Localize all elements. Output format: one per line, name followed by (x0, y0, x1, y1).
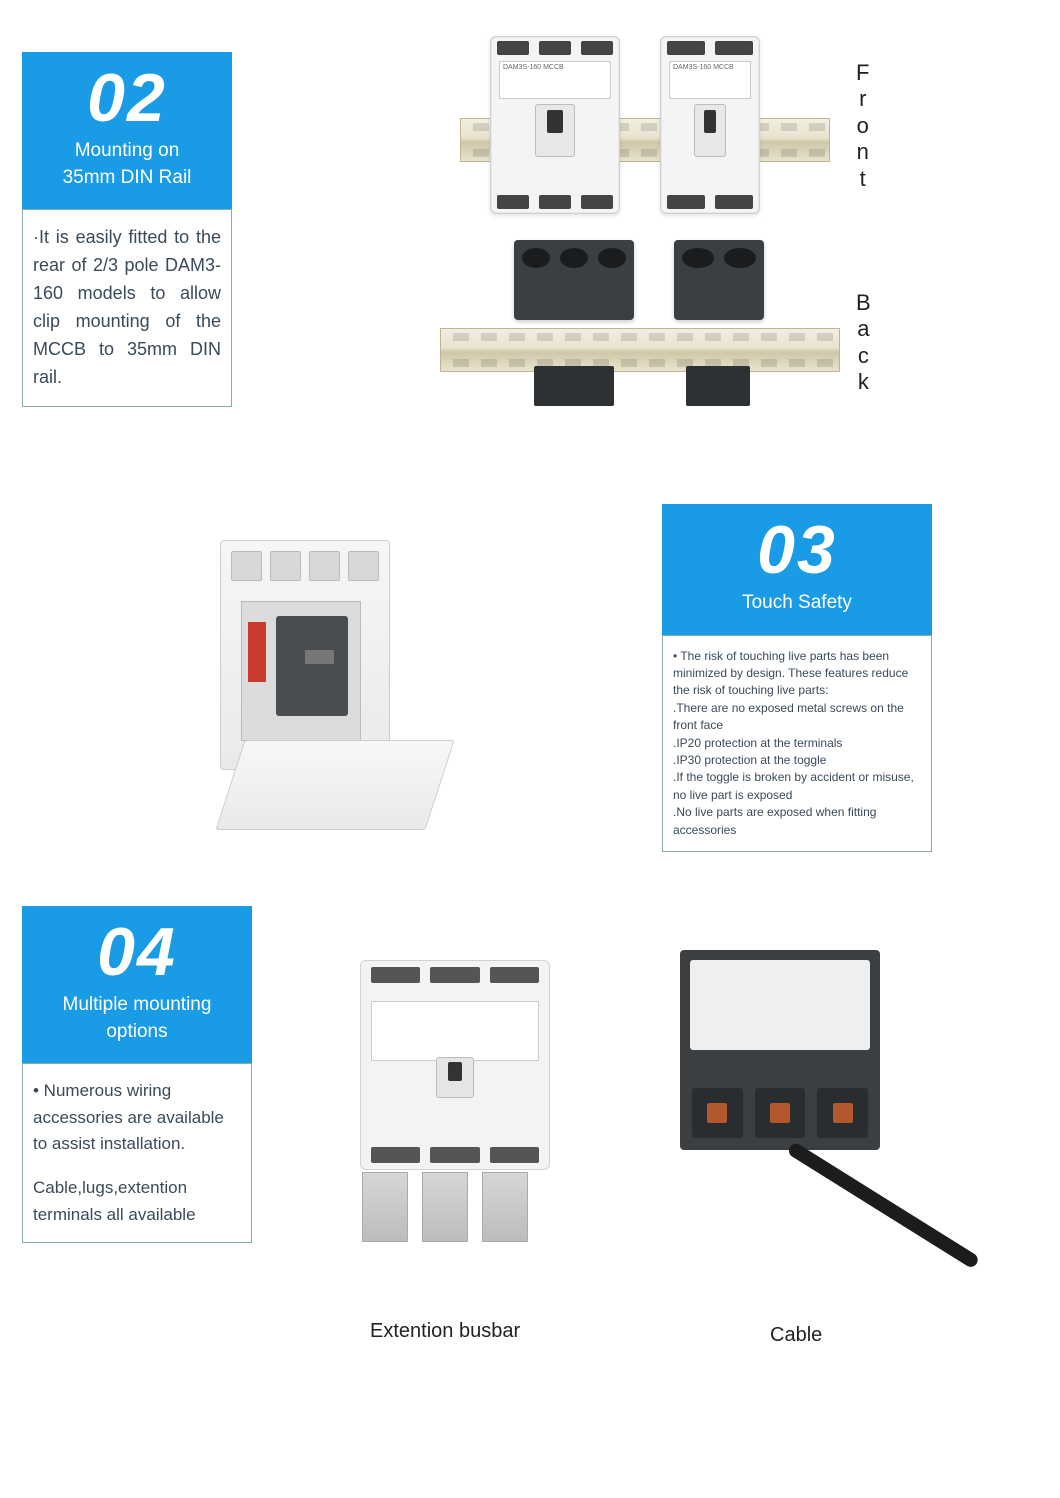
section-04-header: 04 Multiple mounting options (22, 906, 252, 1063)
caption-cable: Cable (770, 1324, 822, 1347)
caption-ext-busbar: Extention busbar (370, 1320, 520, 1343)
section-04-textcol: 04 Multiple mounting options • Numerous … (22, 906, 252, 1243)
mccb-2pole-front: DAM3S-160 MCCB (660, 36, 760, 214)
din-rail-back (440, 328, 840, 372)
section-02-figure: DAM3S-160 MCCB DAM3S-160 MCCB (460, 30, 860, 430)
section-03-figure (190, 540, 470, 840)
mccb-3pole-front: DAM3S-160 MCCB (490, 36, 620, 214)
section-03-number: 03 (672, 516, 922, 584)
section-03-textcol: 03 Touch Safety • The risk of touching l… (662, 504, 932, 852)
section-02-number: 02 (32, 64, 222, 132)
label-back: Back (856, 290, 871, 396)
section-04-number: 04 (32, 918, 242, 986)
mccb-3pole-back (514, 240, 634, 320)
clip-2pole (686, 366, 750, 406)
section-02-header: 02 Mounting on 35mm DIN Rail (22, 52, 232, 209)
section-03-header: 03 Touch Safety (662, 504, 932, 635)
section-02-textcol: 02 Mounting on 35mm DIN Rail ·It is easi… (22, 52, 232, 407)
figure-ext-busbar (350, 960, 560, 1260)
section-02-title: Mounting on 35mm DIN Rail (32, 138, 222, 191)
label-front: Front (856, 60, 869, 192)
figure-cable (680, 950, 980, 1250)
clip-3pole (534, 366, 614, 406)
section-02-desc: ·It is easily fitted to the rear of 2/3 … (22, 209, 232, 406)
mccb-2pole-back (674, 240, 764, 320)
section-03-title: Touch Safety (672, 590, 922, 617)
section-04-title: Multiple mounting options (32, 992, 242, 1045)
section-03-desc: • The risk of touching live parts has be… (662, 635, 932, 852)
section-04-desc: • Numerous wiring accessories are availa… (22, 1063, 252, 1243)
